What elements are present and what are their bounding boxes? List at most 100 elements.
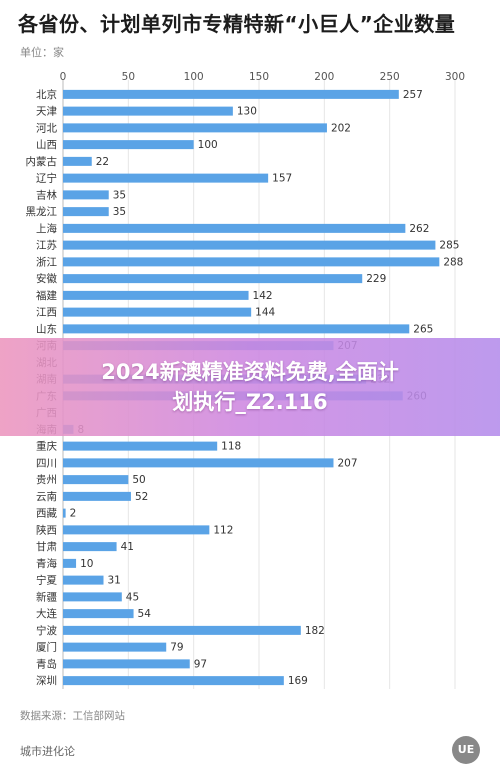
bar-value-label: 41 <box>121 541 134 553</box>
bar-value-label: 31 <box>108 575 121 587</box>
bar-value-label: 262 <box>409 223 429 235</box>
x-tick-label: 300 <box>445 71 465 83</box>
bar <box>63 525 210 535</box>
bar <box>63 89 399 99</box>
bar-value-label: 257 <box>403 89 423 101</box>
y-category-label: 厦门 <box>36 641 57 654</box>
bar <box>63 458 334 468</box>
bar-value-label: 50 <box>132 474 145 486</box>
bar-value-label: 100 <box>198 139 218 151</box>
banner-line-2: 划执行_Z2.116 <box>172 390 328 414</box>
bar <box>63 609 134 619</box>
bar <box>63 156 92 166</box>
bar <box>63 575 104 585</box>
y-category-label: 内蒙古 <box>26 155 58 168</box>
y-category-label: 陕西 <box>36 523 57 536</box>
bar <box>63 106 233 116</box>
bar-value-label: 142 <box>253 290 273 302</box>
x-tick-label: 150 <box>249 71 269 83</box>
brand-logo-icon: UE <box>452 736 480 764</box>
y-category-label: 黑龙江 <box>26 205 58 218</box>
data-source: 数据来源：工信部网站 <box>20 710 125 722</box>
y-category-label: 上海 <box>36 222 57 235</box>
bar <box>63 257 440 267</box>
bar <box>63 592 122 602</box>
bar-value-label: 130 <box>237 106 257 118</box>
y-category-label: 江苏 <box>36 239 57 252</box>
unit-label: 单位：家 <box>20 46 64 59</box>
y-category-label: 四川 <box>36 457 57 469</box>
bar <box>63 240 436 250</box>
bar <box>63 324 410 334</box>
bar-value-label: 54 <box>138 608 152 620</box>
bar-value-label: 288 <box>443 256 463 268</box>
bar <box>63 274 363 284</box>
y-category-label: 山东 <box>36 322 57 335</box>
bar <box>63 123 327 133</box>
bar-value-label: 118 <box>221 441 241 453</box>
y-category-label: 福建 <box>36 289 57 302</box>
y-category-label: 浙江 <box>36 256 57 268</box>
y-category-label: 天津 <box>36 106 57 118</box>
x-tick-label: 100 <box>184 71 204 83</box>
x-tick-label: 250 <box>380 71 400 83</box>
y-category-label: 宁夏 <box>36 574 57 587</box>
bar <box>63 441 218 451</box>
y-category-label: 宁波 <box>36 624 57 637</box>
y-category-label: 重庆 <box>36 440 57 453</box>
y-category-label: 甘肃 <box>36 540 57 553</box>
y-category-label: 云南 <box>36 490 57 503</box>
bar-value-label: 45 <box>126 591 139 603</box>
bar <box>63 676 284 686</box>
bar <box>63 542 117 552</box>
bar <box>63 475 129 485</box>
y-category-label: 西藏 <box>36 508 57 520</box>
bar-value-label: 202 <box>331 122 351 134</box>
bar <box>63 642 167 652</box>
bar <box>63 307 252 317</box>
y-category-label: 山西 <box>36 139 57 151</box>
bar-value-label: 182 <box>305 625 325 637</box>
chart-title: 各省份、计划单列市专精特新“小巨人”企业数量 <box>18 12 456 36</box>
y-category-label: 贵州 <box>36 473 57 486</box>
bar-value-label: 97 <box>194 658 207 670</box>
bar-value-label: 157 <box>272 173 292 185</box>
y-category-label: 安徽 <box>36 272 57 285</box>
bar <box>63 290 249 300</box>
y-category-label: 青海 <box>36 557 57 570</box>
bar <box>63 508 66 518</box>
y-category-label: 吉林 <box>36 188 57 201</box>
bar-value-label: 35 <box>113 189 126 201</box>
bar-value-label: 35 <box>113 206 126 218</box>
bar <box>63 140 194 150</box>
bar-value-label: 22 <box>96 156 109 168</box>
bar <box>63 491 131 501</box>
bar-value-label: 229 <box>366 273 386 285</box>
bar <box>63 223 406 233</box>
overlay-banner: 2024新澳精准资料免费,全面计 划执行_Z2.116 <box>0 338 500 436</box>
y-category-label: 青岛 <box>36 657 57 670</box>
bar <box>63 173 269 183</box>
x-tick-label: 0 <box>60 71 67 83</box>
y-category-label: 北京 <box>36 88 57 101</box>
bar <box>63 190 109 200</box>
y-category-label: 大连 <box>36 607 57 620</box>
bar-value-label: 207 <box>337 457 357 469</box>
bar-value-label: 112 <box>213 524 233 536</box>
bar-value-label: 144 <box>255 307 275 319</box>
banner-line-1: 2024新澳精准资料免费,全面计 <box>101 360 399 384</box>
bar-value-label: 10 <box>80 558 93 570</box>
bar <box>63 659 190 669</box>
y-category-label: 河北 <box>36 122 57 134</box>
bar-value-label: 52 <box>135 491 148 503</box>
bar-value-label: 285 <box>439 240 459 252</box>
y-category-label: 江西 <box>36 307 57 319</box>
y-category-label: 深圳 <box>36 675 57 687</box>
y-category-label: 辽宁 <box>36 172 57 185</box>
bar-value-label: 79 <box>170 642 183 654</box>
x-tick-label: 50 <box>122 71 135 83</box>
bar-value-label: 2 <box>70 508 77 520</box>
bar-value-label: 265 <box>413 323 433 335</box>
bar <box>63 558 77 568</box>
brand-name: 城市进化论 <box>20 745 75 758</box>
